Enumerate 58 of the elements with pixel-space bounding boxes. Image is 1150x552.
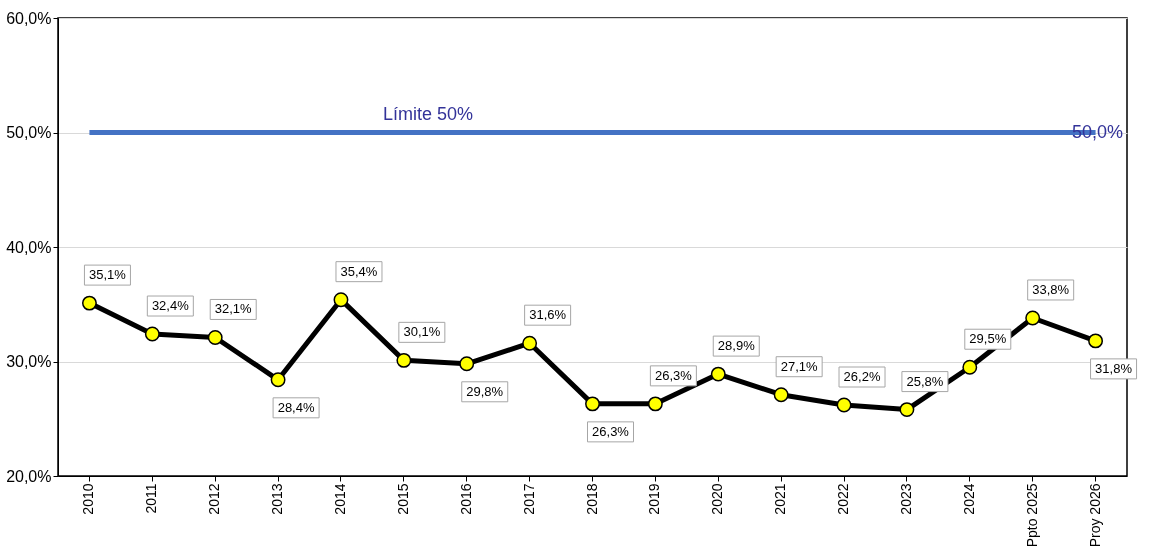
- data-label: 28,9%: [717, 338, 756, 354]
- point: [396, 352, 412, 368]
- x-tick-label: 2023: [897, 483, 914, 515]
- point: [522, 335, 538, 351]
- point: [647, 396, 663, 412]
- annotation: 50,0%: [1072, 121, 1124, 142]
- x-tick-label: 2018: [583, 483, 600, 515]
- x-tick-label: Ppto 2025: [1023, 483, 1040, 548]
- data-label: 35,1%: [89, 267, 127, 283]
- point: [899, 402, 915, 418]
- y-tick-label: 30,0%: [6, 353, 52, 370]
- data-label: 26,3%: [654, 367, 693, 383]
- point: [459, 356, 475, 372]
- y-tick-label: 60,0%: [6, 9, 52, 27]
- point: [81, 295, 97, 311]
- x-tick-label: 2020: [709, 483, 726, 515]
- x-tick-label: 2014: [331, 483, 348, 515]
- point: [585, 396, 600, 412]
- data-label: 32,1%: [214, 301, 253, 317]
- ref-line-label: Límite 50%: [382, 103, 474, 124]
- data-label: 26,3%: [592, 423, 630, 439]
- data-label: 28,4%: [277, 399, 315, 415]
- data-label: 29,8%: [466, 383, 504, 399]
- data-label: 33,8%: [1032, 281, 1070, 297]
- x-tick-label: 2019: [646, 483, 663, 515]
- y-tick-label: 20,0%: [6, 467, 52, 485]
- data-label: 25,8%: [906, 373, 944, 389]
- point: [710, 366, 726, 382]
- x-tick-label: 2017: [520, 483, 537, 515]
- point: [144, 326, 160, 342]
- data-label: 29,5%: [969, 331, 1007, 347]
- data-label: 26,2%: [843, 369, 881, 385]
- data-label: 30,1%: [403, 324, 441, 340]
- data-label: 35,4%: [340, 263, 378, 279]
- y-tick-label: 50,0%: [6, 124, 52, 141]
- x-tick-label: Proy 2026: [1086, 483, 1103, 548]
- x-tick-label: 2024: [960, 483, 977, 515]
- x-tick-label: 2011: [143, 483, 160, 514]
- data-label: 32,4%: [151, 298, 190, 314]
- point: [836, 397, 852, 413]
- point: [773, 387, 789, 403]
- x-tick-label: 2021: [772, 483, 789, 515]
- x-tick-label: 2015: [394, 483, 411, 515]
- point: [962, 359, 978, 375]
- point: [1088, 333, 1104, 349]
- y-tick-label: 40,0%: [6, 238, 52, 256]
- data-label: 31,8%: [1095, 360, 1133, 376]
- point: [333, 292, 349, 308]
- point: [270, 372, 286, 388]
- x-tick-label: 2016: [457, 483, 474, 515]
- x-tick-label: 2012: [206, 483, 223, 515]
- point: [207, 330, 223, 345]
- x-tick-label: 2010: [80, 483, 97, 515]
- data-label: 31,6%: [529, 307, 567, 323]
- x-tick-label: 2013: [269, 483, 286, 515]
- point: [1025, 310, 1041, 326]
- data-label: 27,1%: [780, 358, 819, 374]
- x-tick-label: 2022: [835, 483, 852, 515]
